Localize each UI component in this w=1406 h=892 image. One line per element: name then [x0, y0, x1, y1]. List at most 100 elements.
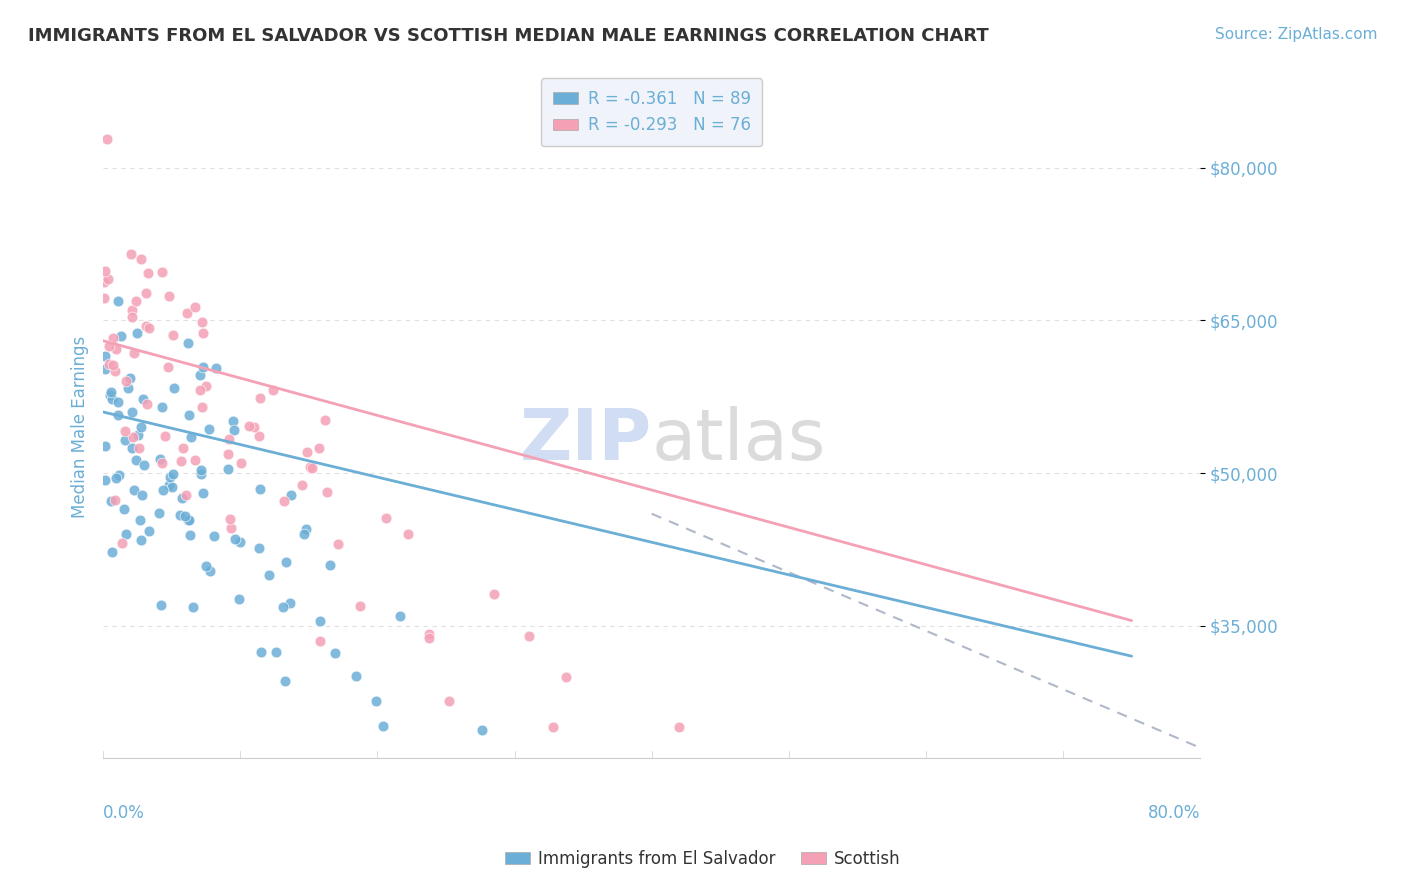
Point [124, 483, 146, 497]
Y-axis label: Median Male Earnings: Median Male Earnings [72, 336, 89, 518]
Point [128, 513, 150, 527]
Point [174, 488, 197, 502]
Point [159, 470, 181, 484]
Point [176, 306, 198, 320]
Point [162, 480, 184, 494]
Point [309, 615, 332, 629]
Point [117, 381, 139, 395]
Point [121, 405, 143, 419]
Point [328, 537, 350, 551]
Point [157, 477, 180, 491]
Point [129, 420, 152, 434]
Point [308, 441, 330, 455]
Point [292, 527, 315, 541]
Point [291, 478, 314, 492]
Point [120, 247, 142, 261]
Point [114, 374, 136, 388]
Point [170, 491, 193, 506]
Point [349, 599, 371, 613]
Point [157, 289, 180, 303]
Point [250, 644, 273, 658]
Point [128, 441, 150, 455]
Point [104, 364, 127, 378]
Point [107, 408, 129, 422]
Point [98, 357, 121, 371]
Point [150, 400, 173, 414]
Point [98, 388, 121, 402]
Point [100, 493, 122, 508]
Point [110, 329, 132, 343]
Point [229, 456, 252, 470]
Point [274, 674, 297, 689]
Point [301, 460, 323, 475]
Point [344, 669, 367, 683]
Point [184, 300, 207, 314]
Legend: Immigrants from El Salvador, Scottish: Immigrants from El Salvador, Scottish [499, 844, 907, 875]
Point [517, 629, 540, 643]
Point [93, 439, 115, 453]
Point [131, 488, 153, 502]
Point [157, 360, 180, 375]
Point [194, 559, 217, 574]
Point [104, 342, 127, 356]
Point [295, 444, 318, 458]
Point [132, 392, 155, 406]
Point [543, 720, 565, 734]
Point [152, 483, 174, 497]
Point [271, 599, 294, 614]
Point [396, 527, 419, 541]
Point [188, 383, 211, 397]
Point [179, 528, 201, 542]
Point [120, 370, 142, 384]
Point [418, 631, 440, 645]
Point [180, 430, 202, 444]
Point [323, 647, 346, 661]
Point [121, 303, 143, 318]
Point [174, 508, 197, 523]
Point [115, 527, 138, 541]
Point [124, 452, 146, 467]
Point [172, 441, 194, 455]
Point [222, 414, 245, 428]
Text: atlas: atlas [651, 406, 827, 475]
Point [148, 507, 170, 521]
Point [150, 265, 173, 279]
Text: IMMIGRANTS FROM EL SALVADOR VS SCOTTISH MEDIAN MALE EARNINGS CORRELATION CHART: IMMIGRANTS FROM EL SALVADOR VS SCOTTISH … [28, 27, 988, 45]
Point [179, 409, 201, 423]
Point [135, 397, 157, 411]
Point [198, 564, 221, 578]
Point [135, 318, 157, 333]
Point [197, 422, 219, 436]
Point [93, 275, 115, 289]
Point [190, 315, 212, 329]
Point [437, 694, 460, 708]
Point [138, 524, 160, 538]
Point [228, 592, 250, 607]
Point [309, 633, 332, 648]
Point [276, 555, 298, 569]
Point [125, 326, 148, 340]
Point [163, 381, 186, 395]
Point [247, 541, 270, 555]
Point [98, 339, 121, 353]
Point [238, 418, 260, 433]
Point [108, 467, 131, 482]
Point [97, 271, 120, 285]
Point [93, 350, 115, 364]
Point [257, 568, 280, 582]
Point [249, 392, 271, 406]
Point [219, 521, 242, 535]
Point [111, 536, 134, 550]
Point [471, 723, 494, 737]
Point [181, 599, 204, 614]
Text: 80.0%: 80.0% [1147, 804, 1201, 822]
Text: 0.0%: 0.0% [103, 804, 145, 822]
Point [316, 484, 339, 499]
Point [278, 596, 301, 610]
Point [127, 427, 149, 442]
Point [135, 286, 157, 301]
Point [122, 346, 145, 360]
Point [222, 424, 245, 438]
Point [217, 462, 239, 476]
Point [389, 608, 412, 623]
